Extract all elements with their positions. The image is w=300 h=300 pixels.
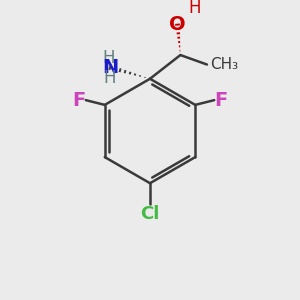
Text: F: F — [73, 91, 86, 110]
Text: CH₃: CH₃ — [210, 57, 238, 72]
Text: N: N — [102, 58, 118, 77]
Text: F: F — [214, 91, 227, 110]
Text: Cl: Cl — [140, 205, 160, 223]
Text: O: O — [169, 15, 186, 34]
Text: H: H — [103, 69, 116, 87]
Text: H: H — [102, 49, 115, 67]
Text: H: H — [188, 0, 201, 16]
